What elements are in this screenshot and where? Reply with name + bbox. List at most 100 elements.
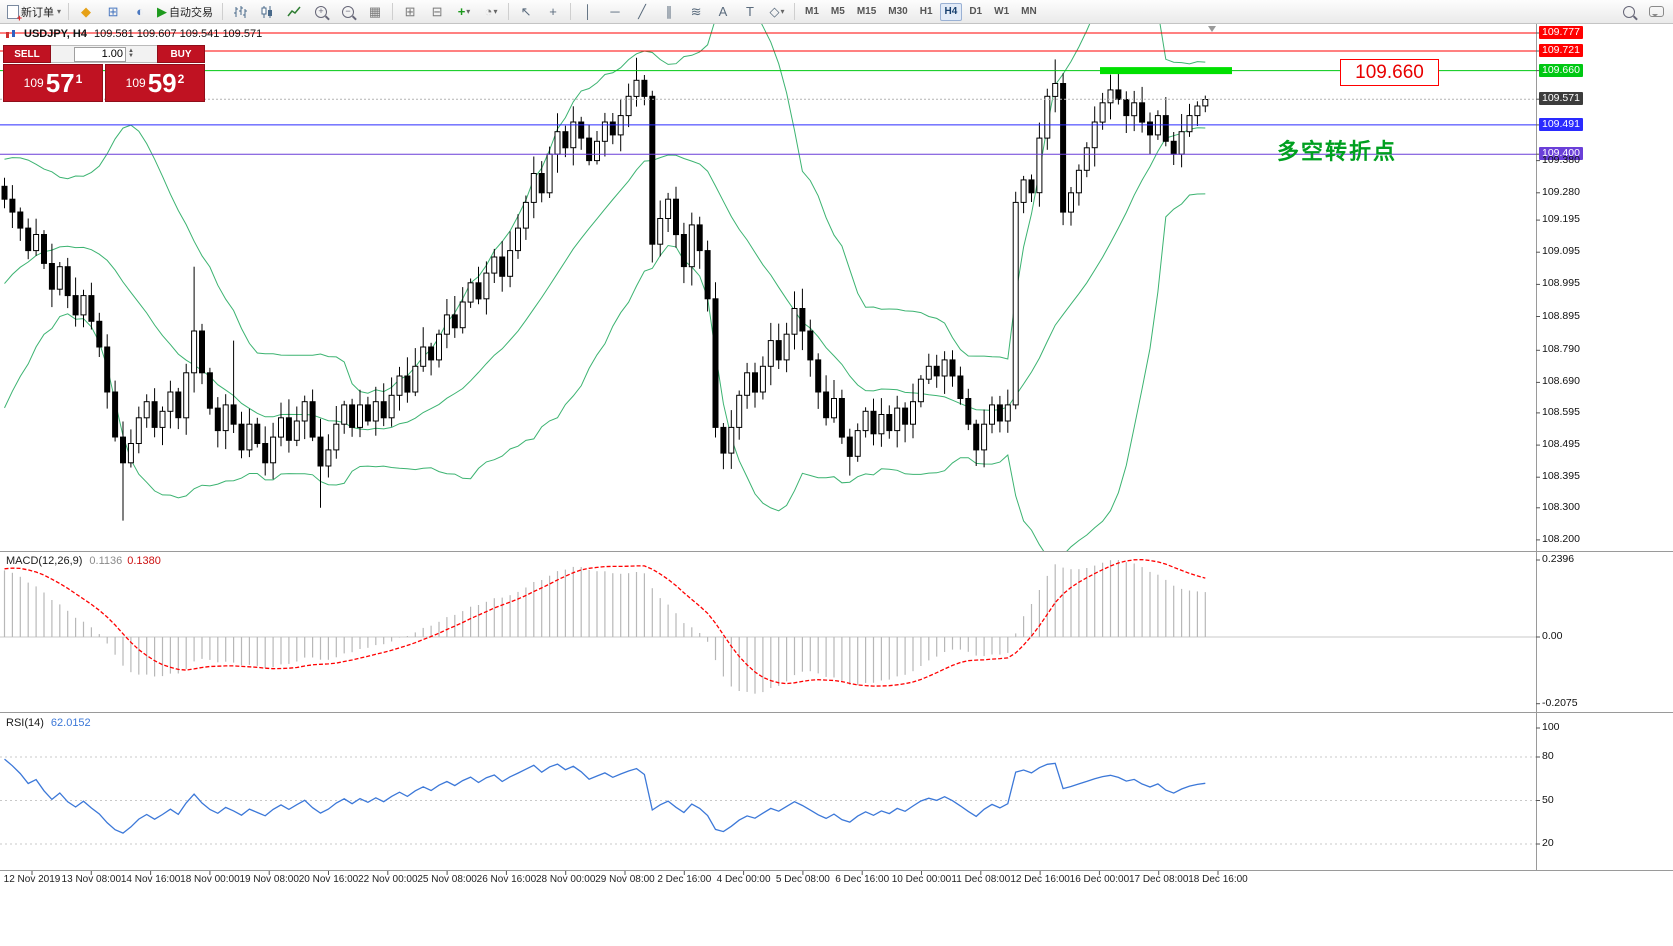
channel-tool[interactable]: ∥: [656, 1, 682, 23]
label-tool[interactable]: T: [737, 1, 763, 23]
new-order-button[interactable]: 新订单 ▾: [4, 1, 64, 23]
horizontal-line-tool[interactable]: ─: [602, 1, 628, 23]
time-axis-label: 26 Nov 16:00: [476, 874, 537, 885]
grid-button[interactable]: ▦: [362, 1, 388, 23]
line-chart-button[interactable]: [281, 1, 307, 23]
time-axis-label: 12 Nov 2019: [3, 874, 61, 885]
candlesticks: [1, 57, 1209, 521]
diamond-icon: ◆: [81, 3, 92, 19]
line-chart-icon: [286, 6, 301, 16]
community-button[interactable]: [1643, 1, 1669, 23]
timeframe-group: M1 M5 M15 M30 H1 H4 D1 W1 MN: [799, 2, 1043, 21]
cursor-tool-button[interactable]: ↖: [513, 1, 539, 23]
vertical-line-tool[interactable]: │: [575, 1, 601, 23]
crosshair-tool-button[interactable]: +: [540, 1, 566, 23]
profiles-button[interactable]: ◐: [127, 1, 153, 23]
price-level-label-current: 109.571: [1539, 92, 1583, 105]
timeframe-button-m5[interactable]: M5: [830, 5, 845, 17]
trade-panel-prices: 109 57 1 109 59 2: [3, 64, 205, 102]
shapes-icon: ◇: [769, 3, 780, 19]
zoom-out-button[interactable]: −: [335, 1, 361, 23]
chinese-annotation[interactable]: 多空转折点: [1277, 139, 1398, 164]
price-axis-label: 108.995: [1542, 277, 1580, 289]
charts-menu-button[interactable]: ◆: [73, 1, 99, 23]
toolbar-separator: [392, 3, 394, 20]
toolbar-separator: [68, 3, 70, 20]
price-level-label-resistance: 109.777: [1539, 26, 1583, 39]
time-axis-label: 28 Nov 00:00: [535, 874, 596, 885]
volume-stepper[interactable]: ▲ ▼: [128, 48, 134, 59]
timeframe-button-h1[interactable]: H1: [919, 5, 933, 17]
macd-axis-label: -0.2075: [1542, 697, 1578, 709]
buy-button[interactable]: 109 59 2: [105, 64, 205, 102]
one-click-trading-panel: SELL ▲▼ BUY 109 57 1 109 59 2: [3, 45, 205, 102]
auto-trading-button[interactable]: ▶ 自动交易: [154, 1, 218, 23]
zoom-in-button[interactable]: +: [308, 1, 334, 23]
new-chart-button[interactable]: ⊞: [100, 1, 126, 23]
buy-price-small: 109: [125, 76, 146, 90]
chevron-down-icon: ▾: [466, 7, 471, 16]
shapes-tool[interactable]: ◇ ▾: [764, 1, 790, 23]
price-callout-box[interactable]: 109.660: [1340, 59, 1439, 86]
sell-price-pip: 1: [75, 72, 83, 86]
price-axis-label: 108.395: [1542, 470, 1580, 482]
price-axis-label: 109.195: [1542, 213, 1580, 225]
rsi-axis-label: 80: [1542, 750, 1554, 762]
buy-caption[interactable]: BUY: [157, 45, 205, 63]
time-axis-label: 18 Nov 00:00: [180, 874, 240, 885]
text-tool[interactable]: A: [710, 1, 736, 23]
timeframe-button-mn[interactable]: MN: [1021, 5, 1037, 17]
timeframe-button-m15[interactable]: M15: [856, 5, 877, 17]
macd-axis-label: 0.2396: [1542, 553, 1575, 565]
time-axis-label: 2 Dec 16:00: [657, 874, 712, 885]
candle-chart-button[interactable]: [254, 1, 280, 23]
toolbar-separator: [508, 3, 510, 20]
step-up-icon[interactable]: ▲: [128, 48, 134, 54]
zoom-out-icon: −: [342, 5, 355, 18]
price-axis-label: 108.300: [1542, 501, 1580, 513]
step-down-icon[interactable]: ▼: [128, 53, 134, 59]
tile-windows-button[interactable]: ⊞: [397, 1, 423, 23]
timeframe-button-w1[interactable]: W1: [994, 5, 1010, 17]
tile-windows-icon: ⊞: [404, 3, 416, 19]
crosshair-icon: +: [549, 4, 557, 19]
toolbar-separator: [222, 3, 224, 20]
add-indicator-button[interactable]: + ▾: [451, 1, 477, 23]
bar-chart-icon: [233, 5, 247, 18]
timeframe-button-m1[interactable]: M1: [805, 5, 819, 17]
time-axis-label: 6 Dec 16:00: [835, 874, 890, 885]
symbol-label: USDJPY, H4: [24, 28, 87, 40]
vertical-line-icon: │: [583, 4, 593, 19]
trendline-tool[interactable]: ╱: [629, 1, 655, 23]
macd-signal-line: [4, 558, 1206, 687]
buy-price-big: 59: [147, 68, 177, 98]
fibonacci-tool[interactable]: ≋: [683, 1, 709, 23]
timeframe-button-m30[interactable]: M30: [888, 5, 908, 17]
sell-caption[interactable]: SELL: [3, 45, 51, 63]
auto-trading-label: 自动交易: [169, 6, 214, 19]
chevron-down-icon: ▾: [57, 7, 62, 16]
macd-axis-label: 0.00: [1542, 630, 1563, 642]
timeframe-button-d1[interactable]: D1: [969, 5, 983, 17]
sell-price-small: 109: [23, 76, 44, 90]
sell-button[interactable]: 109 57 1: [3, 64, 103, 102]
rsi-value: 62.0152: [50, 717, 91, 729]
price-axis-label: 108.595: [1542, 406, 1580, 418]
timeframe-button-h4[interactable]: H4: [939, 2, 963, 21]
price-axis-label: 109.380: [1542, 154, 1580, 166]
volume-input[interactable]: [74, 46, 127, 62]
chat-bubble-icon: [1648, 6, 1664, 17]
search-button[interactable]: [1616, 1, 1642, 23]
clock-icon: ◔: [484, 4, 493, 19]
bar-chart-button[interactable]: [227, 1, 253, 23]
candle-chart-icon: [261, 5, 272, 18]
price-axis-label: 108.690: [1542, 375, 1580, 387]
price-axis-label: 108.895: [1542, 310, 1580, 322]
time-axis-label: 11 Dec 08:00: [951, 874, 1011, 885]
periods-menu-button[interactable]: ◔ ▾: [478, 1, 504, 23]
time-axis-label: 22 Nov 00:00: [358, 874, 418, 885]
fibonacci-icon: ≋: [690, 3, 702, 19]
cascade-windows-button[interactable]: ⊟: [424, 1, 450, 23]
time-axis-label: 18 Dec 16:00: [1188, 874, 1248, 885]
